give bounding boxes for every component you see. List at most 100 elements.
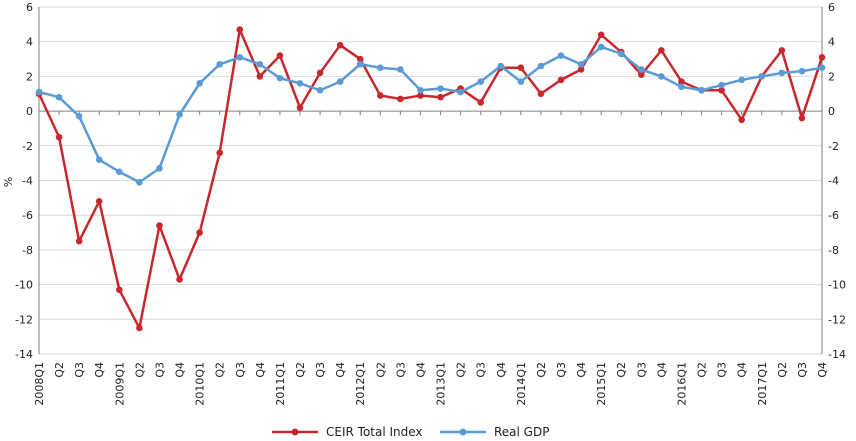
data-point-gdp (798, 67, 806, 75)
x-tick-label: Q4 (655, 362, 668, 378)
x-tick-label: Q4 (174, 362, 187, 378)
x-tick-label: Q2 (696, 362, 709, 378)
data-point-ceir (678, 78, 685, 85)
x-tick-label: Q3 (153, 362, 166, 378)
x-tick-label: Q2 (455, 362, 468, 378)
x-tick-label: 2014Q1 (515, 362, 528, 406)
x-tick-label: Q3 (555, 362, 568, 378)
data-point-ceir (818, 54, 826, 61)
data-point-gdp (55, 93, 63, 101)
data-point-ceir (156, 222, 163, 229)
data-point-gdp (156, 165, 163, 172)
x-tick-label: Q3 (314, 362, 327, 378)
x-tick-label: Q2 (615, 362, 628, 378)
data-point-gdp (336, 78, 344, 85)
y-tick-label-right: -4 (828, 175, 839, 188)
legend: CEIR Total Index Real GDP (272, 425, 549, 439)
x-tick-label: Q3 (635, 362, 648, 378)
data-point-gdp (116, 168, 123, 176)
x-tick-label: Q3 (475, 362, 488, 378)
series-ceir (35, 26, 826, 332)
x-tick-label: Q4 (816, 362, 829, 378)
data-point-gdp (216, 60, 223, 68)
data-point-gdp (356, 60, 364, 68)
x-tick-label: 2010Q1 (194, 362, 207, 406)
data-point-ceir (577, 66, 585, 73)
x-tick-label: Q2 (294, 362, 307, 378)
data-point-ceir (718, 86, 725, 94)
data-point-ceir (397, 95, 404, 103)
data-point-ceir (597, 31, 605, 39)
data-point-gdp (477, 78, 484, 85)
y-tick-label-right: 2 (828, 70, 835, 83)
data-point-ceir (557, 76, 565, 84)
data-point-gdp (437, 85, 444, 92)
data-point-gdp (638, 66, 645, 73)
data-point-gdp (617, 50, 625, 58)
y-tick-label-right: -10 (828, 279, 846, 292)
series-line-ceir (37, 28, 824, 330)
data-point-gdp (276, 74, 284, 82)
y-tick-label-left: -10 (15, 279, 33, 292)
data-point-gdp (296, 80, 304, 87)
data-point-gdp (678, 83, 685, 91)
legend-item-ceir: CEIR Total Index (272, 425, 423, 439)
legend-item-gdp: Real GDP (440, 425, 549, 439)
y-tick-label-left: 0 (26, 105, 33, 118)
data-point-gdp (597, 43, 605, 51)
data-point-gdp (497, 62, 505, 70)
gridlines (39, 6, 822, 355)
y-tick-label-right: 0 (828, 105, 835, 118)
x-tick-label: Q2 (53, 362, 66, 378)
data-point-ceir (517, 64, 525, 72)
data-point-gdp (457, 88, 464, 96)
data-point-gdp (95, 156, 103, 163)
y-tick-label-left: -4 (22, 175, 33, 188)
data-point-ceir (738, 116, 745, 124)
x-tick-label: Q2 (214, 362, 227, 378)
data-point-gdp (758, 73, 766, 80)
data-point-gdp (778, 69, 786, 77)
data-point-gdp (236, 54, 244, 61)
data-point-gdp (557, 52, 565, 59)
y-tick-label-right: 4 (828, 36, 835, 49)
legend-marker-gdp (459, 428, 467, 436)
y-tick-label-right: -8 (828, 244, 839, 257)
y-tick-label-left: -8 (22, 244, 33, 257)
x-tick-label: 2012Q1 (354, 362, 367, 406)
y-tick-label-left: -14 (15, 348, 33, 361)
data-point-ceir (798, 114, 806, 122)
x-tick-label: Q4 (334, 362, 347, 378)
y-tick-label-left: -2 (22, 140, 33, 153)
data-point-ceir (296, 104, 304, 111)
x-tick-label: 2009Q1 (113, 362, 126, 406)
data-point-gdp (196, 80, 203, 87)
x-tick-label: 2015Q1 (595, 362, 608, 406)
x-tick-label: 2011Q1 (274, 362, 287, 406)
x-tick-label: 2008Q1 (33, 362, 46, 406)
x-tick-label: 2016Q1 (675, 362, 688, 406)
data-point-gdp (577, 60, 585, 68)
x-tick-label: Q4 (254, 362, 267, 378)
data-point-ceir (276, 52, 284, 59)
data-point-ceir (116, 286, 123, 294)
data-point-gdp (75, 113, 83, 120)
x-tick-label: Q4 (414, 362, 427, 378)
data-point-ceir (377, 92, 384, 99)
data-point-ceir (55, 133, 63, 141)
x-tick-label: Q3 (796, 362, 809, 378)
data-point-gdp (417, 86, 424, 94)
x-axis-ticks: 2008Q1 Q2 Q3 Q4 2009Q1 Q2 Q3 Q4 2010Q1 Q2 Q3 Q4 2011… (33, 362, 829, 406)
data-point-gdp (738, 76, 745, 84)
data-point-gdp (397, 66, 404, 73)
data-point-ceir (216, 149, 223, 157)
data-point-ceir (437, 93, 444, 101)
data-point-gdp (377, 64, 384, 72)
data-point-gdp (537, 62, 545, 70)
series-layer (35, 26, 826, 332)
legend-marker-ceir (291, 428, 299, 436)
x-tick-label: Q2 (133, 362, 146, 378)
x-tick-label: Q2 (374, 362, 387, 378)
x-tick-label: Q4 (93, 362, 106, 378)
